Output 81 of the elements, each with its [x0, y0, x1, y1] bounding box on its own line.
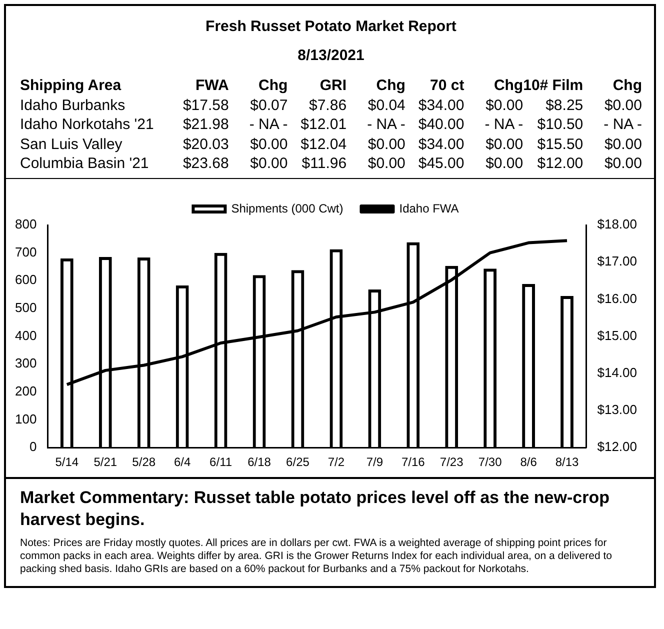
text: Fresh Russet Potato Market Report: [204, 18, 458, 35]
x-tick-label: 7/9: [366, 454, 384, 469]
x-tick-label: 8/13: [555, 454, 580, 469]
x-tick-label: 8/6: [520, 454, 538, 469]
y-tick-label: 300: [14, 355, 37, 370]
y2-tick-label: $13.00: [597, 402, 638, 417]
y2-tick-label: $18.00: [597, 216, 638, 232]
x-tick-label: 7/30: [478, 454, 502, 469]
text: - NA -: [484, 115, 524, 134]
x-tick-label: 5/14: [55, 454, 79, 469]
text: $0.00: [249, 154, 288, 174]
legend-label: Idaho FWA: [399, 200, 459, 215]
y-tick-label: 600: [14, 272, 37, 287]
text: $20.03: [182, 134, 229, 154]
y-tick-label: 500: [14, 300, 37, 315]
text: $0.00: [366, 134, 406, 154]
text: $12.00: [536, 154, 584, 174]
y2-tick-label: $12.00: [597, 438, 638, 454]
text: Columbia Basin '21: [20, 154, 150, 174]
text: $10.50: [536, 115, 584, 134]
x-tick-label: 7/16: [401, 454, 426, 469]
text: $40.00: [417, 115, 464, 134]
text: $0.07: [249, 96, 288, 115]
text: $12.01: [300, 115, 347, 134]
x-tick-label: 5/28: [132, 454, 156, 469]
text: - NA -: [602, 115, 642, 134]
text: $23.68: [182, 154, 229, 174]
text: $0.00: [484, 134, 524, 154]
legend-label: Shipments (000 Cwt): [231, 200, 344, 215]
text: $0.00: [366, 154, 406, 174]
text: Market Commentary: Russet table potato prices level off as the new-crop harvest begins.: [20, 486, 610, 530]
x-tick-label: 6/18: [248, 454, 272, 469]
y-tick-label: 200: [14, 383, 37, 398]
text: $0.00: [484, 154, 524, 174]
x-tick-label: 5/21: [94, 454, 118, 469]
text: GRI: [318, 76, 347, 96]
text: $8.25: [544, 96, 584, 115]
text: $21.98: [182, 115, 229, 134]
y2-tick-label: $17.00: [597, 253, 638, 268]
text: - NA -: [366, 115, 406, 134]
y2-tick-label: $16.00: [597, 290, 638, 306]
x-tick-label: 6/11: [210, 454, 232, 469]
y2-tick-label: $14.00: [597, 364, 638, 380]
text: - NA -: [248, 115, 288, 134]
text: 10# Film: [523, 76, 584, 96]
x-tick-label: 7/2: [328, 454, 345, 469]
text: $34.00: [417, 96, 464, 115]
text: $15.50: [536, 134, 584, 154]
text: $34.00: [417, 134, 464, 154]
text: $17.58: [182, 96, 229, 115]
x-tick-label: 7/23: [440, 454, 464, 469]
text: Idaho Norkotahs '21: [20, 115, 155, 134]
y-tick-label: 0: [29, 438, 37, 454]
text: $7.86: [308, 96, 347, 115]
y-tick-label: 700: [14, 244, 37, 259]
y-tick-label: 100: [14, 410, 37, 426]
text: San Luis Valley: [20, 134, 124, 154]
text: Shipping Area: [20, 76, 122, 96]
text: Chg: [258, 76, 288, 96]
y-tick-label: 400: [14, 327, 37, 342]
text: Chg: [492, 76, 524, 96]
text: $45.00: [417, 154, 464, 174]
text: Idaho Burbanks: [20, 96, 126, 115]
text: FWA: [194, 76, 229, 96]
text: $0.00: [249, 134, 288, 154]
text: 70 ct: [429, 76, 464, 96]
text: $0.00: [603, 134, 642, 154]
x-tick-label: 6/4: [174, 454, 191, 469]
x-tick-label: 6/25: [286, 454, 310, 469]
text: $12.04: [300, 134, 347, 154]
text: $11.96: [300, 154, 347, 174]
text: 8/13/2021: [296, 47, 366, 64]
text: $0.04: [366, 96, 406, 115]
text: $0.00: [603, 154, 642, 174]
text: Chg: [375, 76, 406, 96]
text: $0.00: [603, 96, 642, 115]
text: Notes: Prices are Friday mostly quotes. All prices are in dollars per cwt. FWA is a weighted average of shipping point prices for common packs in each area. Weights differ by area. GRI is the Grower Returns Index for each individual area, on a delivered to packing shed basis. Idaho GRIs are based on a 60% packout for Burbanks and a 75% packout for Norkotahs.: [20, 536, 613, 576]
y-tick-label: 800: [14, 216, 37, 232]
y2-tick-label: $15.00: [597, 327, 638, 342]
text: $0.00: [484, 96, 524, 115]
text: Chg: [612, 76, 642, 96]
